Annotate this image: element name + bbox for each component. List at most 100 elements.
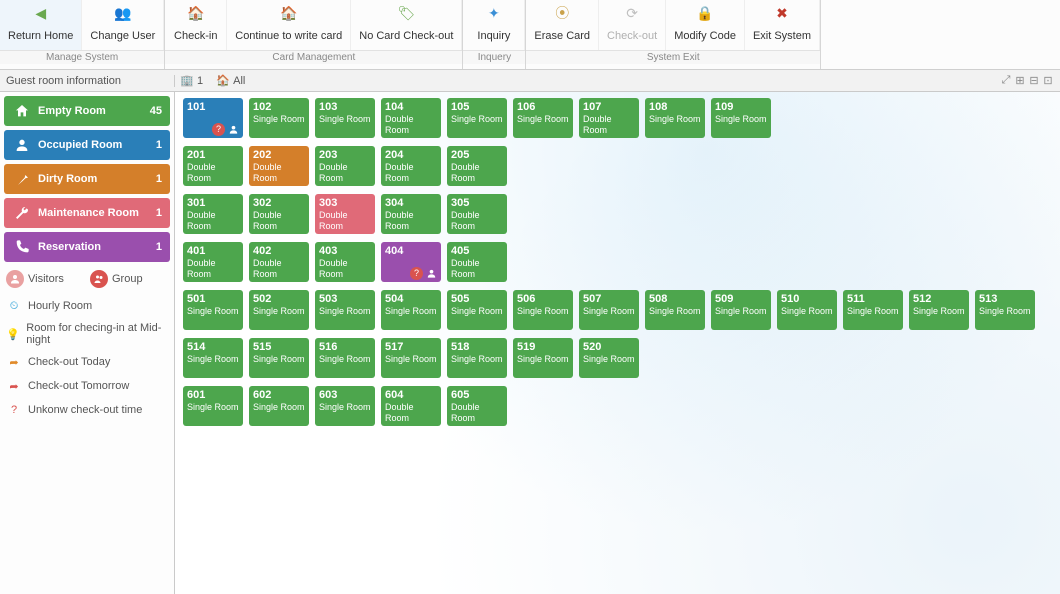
room-number: 402 [253, 245, 305, 258]
room-card-604[interactable]: 604Double Room [381, 386, 441, 426]
person-icon [425, 267, 438, 280]
change-user-button[interactable]: 👥Change User [82, 0, 164, 50]
floor-number: 1 [197, 75, 203, 87]
room-card-201[interactable]: 201Double Room [183, 146, 243, 186]
room-card-511[interactable]: 511Single Room [843, 290, 903, 330]
room-card-605[interactable]: 605Double Room [447, 386, 507, 426]
room-card-104[interactable]: 104Double Room [381, 98, 441, 138]
room-card-601[interactable]: 601Single Room [183, 386, 243, 426]
sidebar-band-empty[interactable]: Empty Room45 [4, 96, 170, 126]
room-number: 519 [517, 341, 569, 354]
view-icon-2[interactable]: ⊞ [1014, 75, 1026, 87]
room-card-405[interactable]: 405Double Room [447, 242, 507, 282]
room-card-108[interactable]: 108Single Room [645, 98, 705, 138]
room-card-301[interactable]: 301Double Room [183, 194, 243, 234]
room-card-402[interactable]: 402Double Room [249, 242, 309, 282]
room-number: 303 [319, 197, 371, 210]
help-icon: ? [212, 123, 225, 136]
room-card-602[interactable]: 602Single Room [249, 386, 309, 426]
view-controls: ⤢ ⊞ ⊟ ⊡ [1000, 75, 1060, 87]
room-number: 517 [385, 341, 437, 354]
sidebar-item-midnight[interactable]: 💡Room for checing-in at Mid-night [4, 318, 170, 350]
room-card-303[interactable]: 303Double Room [315, 194, 375, 234]
room-type: Single Room [319, 354, 371, 365]
inquiry-button[interactable]: ✦Inquiry [463, 0, 525, 50]
room-card-103[interactable]: 103Single Room [315, 98, 375, 138]
sidebar-band-maintenance[interactable]: Maintenance Room1 [4, 198, 170, 228]
room-card-105[interactable]: 105Single Room [447, 98, 507, 138]
room-card-510[interactable]: 510Single Room [777, 290, 837, 330]
room-card-302[interactable]: 302Double Room [249, 194, 309, 234]
room-type: Single Room [319, 114, 371, 125]
room-card-514[interactable]: 514Single Room [183, 338, 243, 378]
exit-system-button[interactable]: ✖Exit System [745, 0, 820, 50]
modify-code-button[interactable]: 🔒Modify Code [666, 0, 745, 50]
room-number: 304 [385, 197, 437, 210]
view-icon-4[interactable]: ⊡ [1042, 75, 1054, 87]
room-card-404[interactable]: 404? [381, 242, 441, 282]
room-card-504[interactable]: 504Single Room [381, 290, 441, 330]
room-number: 201 [187, 149, 239, 162]
room-card-517[interactable]: 517Single Room [381, 338, 441, 378]
room-card-516[interactable]: 516Single Room [315, 338, 375, 378]
sidebar-title: Guest room information [0, 75, 175, 87]
room-card-520[interactable]: 520Single Room [579, 338, 639, 378]
room-card-502[interactable]: 502Single Room [249, 290, 309, 330]
room-card-403[interactable]: 403Double Room [315, 242, 375, 282]
room-card-106[interactable]: 106Single Room [513, 98, 573, 138]
room-number: 203 [319, 149, 371, 162]
reservation-label: Reservation [38, 241, 156, 253]
room-card-204[interactable]: 204Double Room [381, 146, 441, 186]
view-icon-1[interactable]: ⤢ [1000, 75, 1012, 87]
room-card-503[interactable]: 503Single Room [315, 290, 375, 330]
return-home-button[interactable]: ◀Return Home [0, 0, 82, 50]
room-card-501[interactable]: 501Single Room [183, 290, 243, 330]
room-number: 506 [517, 293, 569, 306]
room-card-203[interactable]: 203Double Room [315, 146, 375, 186]
sidebar-item-hourly[interactable]: ⏲Hourly Room [4, 294, 170, 318]
room-card-505[interactable]: 505Single Room [447, 290, 507, 330]
room-type: Single Room [649, 306, 701, 317]
room-card-519[interactable]: 519Single Room [513, 338, 573, 378]
room-card-518[interactable]: 518Single Room [447, 338, 507, 378]
room-card-305[interactable]: 305Double Room [447, 194, 507, 234]
no-card-checkout-button[interactable]: 🏷No Card Check-out [351, 0, 462, 50]
room-card-508[interactable]: 508Single Room [645, 290, 705, 330]
check-in-button[interactable]: 🏠Check-in [165, 0, 227, 50]
sidebar-band-reservation[interactable]: Reservation1 [4, 232, 170, 262]
room-card-102[interactable]: 102Single Room [249, 98, 309, 138]
sidebar-item-co-today[interactable]: ➦Check-out Today [4, 350, 170, 374]
sidebar-band-dirty[interactable]: Dirty Room1 [4, 164, 170, 194]
room-card-401[interactable]: 401Double Room [183, 242, 243, 282]
room-card-512[interactable]: 512Single Room [909, 290, 969, 330]
sidebar-band-occupied[interactable]: Occupied Room1 [4, 130, 170, 160]
erase-card-button[interactable]: ⦿Erase Card [526, 0, 599, 50]
view-icon-3[interactable]: ⊟ [1028, 75, 1040, 87]
room-number: 105 [451, 101, 503, 114]
room-card-507[interactable]: 507Single Room [579, 290, 639, 330]
room-card-509[interactable]: 509Single Room [711, 290, 771, 330]
room-type: Single Room [517, 354, 569, 365]
group-item[interactable]: Group [90, 270, 168, 288]
room-card-513[interactable]: 513Single Room [975, 290, 1035, 330]
room-type: Single Room [715, 114, 767, 125]
co-tomorrow-icon: ➦ [6, 378, 22, 394]
visitors-item[interactable]: Visitors [6, 270, 84, 288]
room-number: 509 [715, 293, 767, 306]
room-card-506[interactable]: 506Single Room [513, 290, 573, 330]
maintenance-icon [12, 203, 32, 223]
continue-write-icon: 🏠 [280, 4, 298, 22]
sidebar-item-co-tomorrow[interactable]: ➦Check-out Tomorrow [4, 374, 170, 398]
room-card-205[interactable]: 205Double Room [447, 146, 507, 186]
room-card-515[interactable]: 515Single Room [249, 338, 309, 378]
room-card-202[interactable]: 202Double Room [249, 146, 309, 186]
maintenance-count: 1 [156, 207, 162, 219]
room-card-109[interactable]: 109Single Room [711, 98, 771, 138]
room-card-304[interactable]: 304Double Room [381, 194, 441, 234]
room-card-603[interactable]: 603Single Room [315, 386, 375, 426]
room-type: Double Room [187, 258, 239, 280]
continue-write-button[interactable]: 🏠Continue to write card [227, 0, 351, 50]
sidebar-item-co-unknown[interactable]: ?Unkonw check-out time [4, 398, 170, 422]
room-card-101[interactable]: 101? [183, 98, 243, 138]
room-card-107[interactable]: 107Double Room [579, 98, 639, 138]
